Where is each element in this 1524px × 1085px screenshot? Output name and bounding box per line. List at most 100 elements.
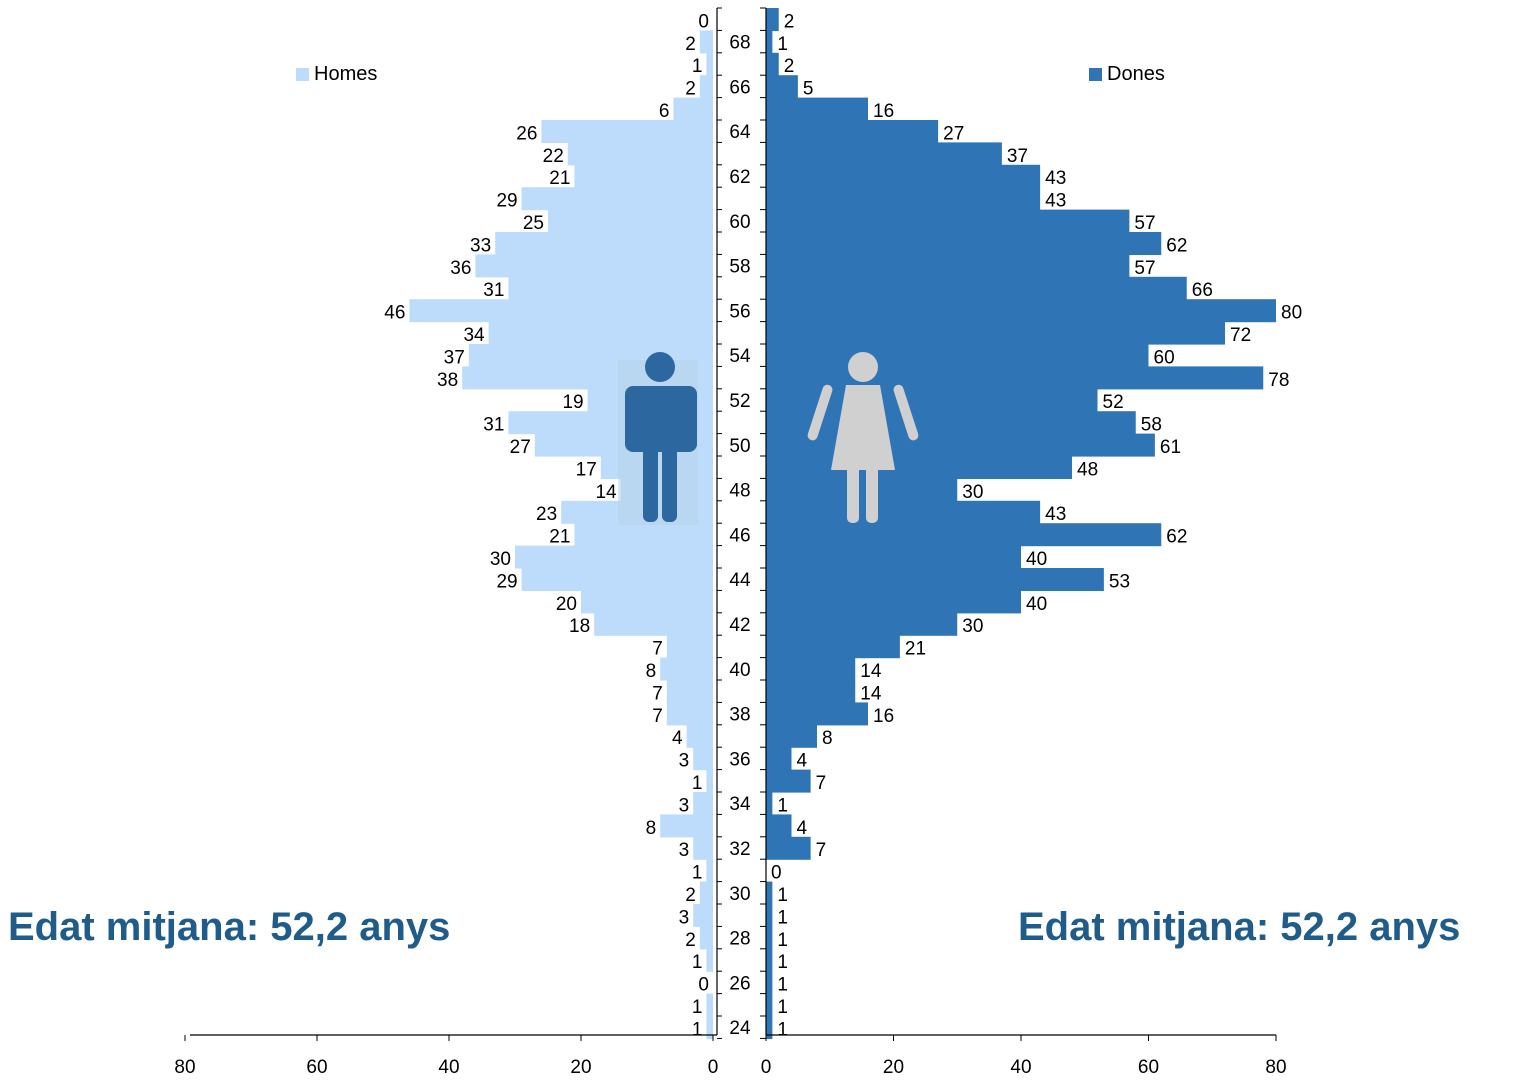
value-label-homes-7: 21 (549, 168, 570, 189)
dones-bars (766, 8, 1276, 1039)
average-age-left: Edat mitjana: 52,2 anys (8, 905, 451, 949)
bar-dones-10 (766, 232, 1162, 255)
value-label-dones-9: 57 (1134, 213, 1155, 234)
bar-homes-5 (541, 120, 713, 143)
age-labels: 68 66 64 62 60 58 56 54 52 50 48 46 44 42 40 38 36 34 32 30… (729, 33, 751, 1040)
value-label-homes-36: 8 (646, 818, 657, 839)
bar-homes-26 (581, 590, 713, 614)
legend-homes-label: Homes (314, 63, 378, 85)
bar-homes-29 (660, 657, 713, 681)
bar-dones-25 (766, 568, 1104, 591)
age-label-66: 66 (729, 77, 750, 98)
value-label-dones-19: 61 (1160, 437, 1181, 458)
bar-homes-13 (409, 299, 713, 323)
age-label-28: 28 (729, 929, 750, 950)
bar-homes-28 (666, 635, 713, 659)
value-label-dones-20: 48 (1077, 459, 1098, 480)
bar-dones-45 (766, 1016, 773, 1039)
value-label-dones-11: 57 (1134, 258, 1155, 279)
value-label-homes-13: 46 (384, 303, 405, 324)
value-label-dones-31: 16 (873, 706, 894, 727)
bar-dones-23 (766, 523, 1162, 547)
legend-dones-swatch (1089, 68, 1102, 81)
x-tick-right-40: 40 (1010, 1057, 1031, 1078)
value-label-homes-31: 7 (652, 706, 663, 727)
value-label-homes-34: 1 (692, 773, 703, 794)
bar-dones-26 (766, 590, 1021, 614)
bar-homes-7 (574, 164, 713, 188)
value-label-dones-16: 78 (1268, 370, 1289, 391)
x-tick-left-80: 80 (174, 1057, 195, 1078)
bar-homes-25 (521, 568, 713, 591)
value-label-dones-13: 80 (1281, 303, 1302, 324)
bar-dones-41 (766, 926, 773, 950)
value-label-dones-2: 2 (784, 56, 795, 77)
bar-dones-14 (766, 321, 1225, 345)
bar-homes-9 (548, 209, 713, 233)
age-label-38: 38 (729, 705, 750, 726)
value-label-dones-0: 2 (784, 11, 795, 32)
bar-homes-44 (706, 993, 713, 1017)
value-label-homes-29: 8 (646, 661, 657, 682)
female-figure-icon (807, 352, 919, 523)
bar-homes-42 (706, 948, 713, 972)
age-label-64: 64 (729, 122, 751, 143)
value-label-homes-12: 31 (483, 280, 504, 301)
value-label-homes-25: 29 (496, 571, 517, 592)
bar-homes-8 (521, 187, 713, 211)
bar-dones-27 (766, 612, 958, 636)
value-label-homes-19: 27 (510, 437, 531, 458)
value-label-homes-26: 20 (556, 594, 577, 615)
bar-dones-15 (766, 344, 1149, 367)
x-tick-left-60: 60 (306, 1057, 327, 1078)
bar-dones-9 (766, 209, 1130, 233)
bar-homes-35 (693, 792, 713, 815)
bar-homes-32 (686, 724, 713, 748)
bar-dones-3 (766, 75, 798, 99)
value-label-homes-23: 21 (549, 527, 570, 548)
x-tick-right-20: 20 (883, 1057, 904, 1078)
bar-dones-31 (766, 702, 868, 726)
bar-homes-45 (706, 1016, 713, 1039)
age-label-34: 34 (729, 794, 751, 815)
value-label-dones-34: 7 (816, 773, 827, 794)
legend-homes: Homes (296, 63, 377, 86)
value-label-homes-30: 7 (652, 683, 663, 704)
bar-homes-24 (515, 545, 713, 569)
bar-dones-39 (766, 881, 773, 905)
bar-dones-40 (766, 904, 773, 927)
bar-dones-43 (766, 971, 773, 995)
legend-dones: Dones (1089, 63, 1165, 86)
bar-homes-33 (693, 747, 713, 771)
bar-dones-28 (766, 635, 900, 659)
value-label-dones-38: 0 (771, 863, 782, 884)
bar-homes-1 (699, 30, 713, 54)
value-label-homes-37: 3 (679, 840, 690, 861)
value-label-dones-26: 40 (1026, 594, 1047, 615)
age-label-54: 54 (729, 346, 751, 367)
value-label-dones-35: 1 (777, 795, 788, 816)
value-label-dones-12: 66 (1192, 280, 1213, 301)
value-label-dones-14: 72 (1230, 325, 1251, 346)
age-label-68: 68 (729, 33, 750, 54)
age-label-56: 56 (729, 301, 750, 322)
bar-homes-41 (699, 926, 713, 950)
bar-dones-19 (766, 433, 1155, 457)
value-label-dones-32: 8 (822, 728, 833, 749)
age-label-36: 36 (729, 749, 750, 770)
value-label-homes-4: 6 (659, 101, 670, 122)
value-label-dones-39: 1 (777, 885, 788, 906)
bar-dones-36 (766, 814, 792, 838)
bar-dones-30 (766, 680, 856, 703)
value-label-homes-14: 34 (463, 325, 485, 346)
bar-homes-10 (495, 232, 713, 255)
value-label-dones-41: 1 (777, 930, 788, 951)
value-label-dones-15: 60 (1154, 347, 1175, 368)
value-label-dones-29: 14 (860, 661, 882, 682)
bar-dones-12 (766, 276, 1187, 300)
bar-dones-21 (766, 478, 958, 502)
value-label-dones-45: 1 (777, 1019, 788, 1040)
bar-dones-7 (766, 164, 1041, 188)
value-label-dones-24: 40 (1026, 549, 1047, 570)
